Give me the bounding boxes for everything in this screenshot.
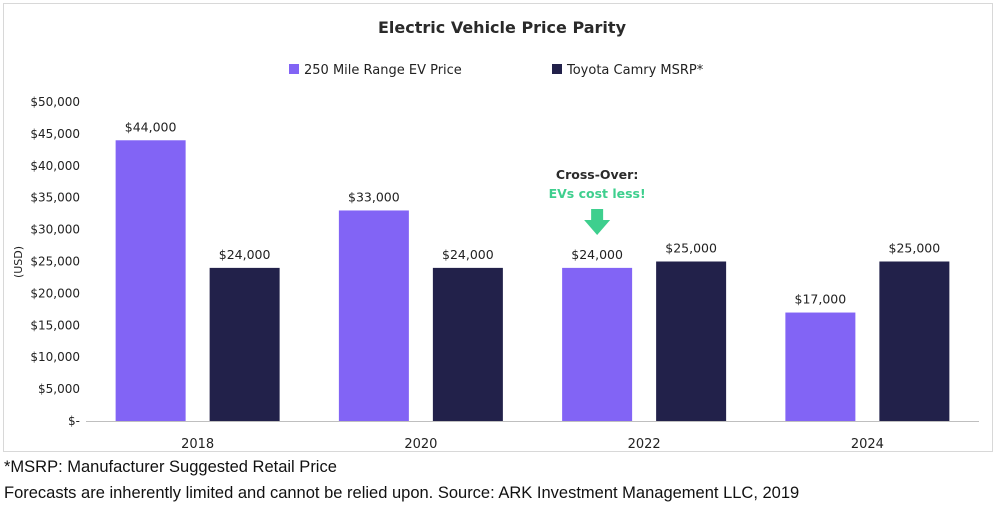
bar-ev-2018 [115,140,186,421]
data-label: $24,000 [571,247,623,262]
bar-camry-2018 [209,267,280,421]
y-tick-label: $25,000 [30,255,80,269]
legend-label-2: Toyota Camry MSRP* [566,63,704,78]
y-axis-label: (USD) [12,246,25,278]
source-footnote: Forecasts are inherently limited and can… [4,484,800,502]
data-label: $25,000 [665,241,717,256]
data-label: $24,000 [442,247,494,262]
y-tick-label: $20,000 [30,286,80,300]
legend-swatch-2 [552,64,562,74]
y-tick-label: $5,000 [38,382,80,396]
y-tick-label: $40,000 [30,159,80,173]
data-label: $25,000 [889,241,941,256]
x-tick-label: 2018 [181,437,214,452]
bar-ev-2022 [562,267,633,421]
x-tick-label: 2024 [851,437,884,452]
data-label: $33,000 [348,189,400,204]
y-tick-label: $10,000 [30,350,80,364]
y-tick-label: $50,000 [30,95,80,109]
y-tick-label: $- [68,414,80,428]
annotation-title: Cross-Over: [556,167,638,182]
x-tick-label: 2020 [404,437,437,452]
bar-camry-2022 [656,261,727,421]
x-tick-label: 2022 [628,437,661,452]
bar-chart: Electric Vehicle Price Parity 250 Mile Ra… [12,18,979,452]
data-label: $17,000 [795,292,847,307]
y-tick-label: $30,000 [30,223,80,237]
data-label: $44,000 [125,119,177,134]
annotation-subtitle: EVs cost less! [549,186,646,201]
y-tick-label: $15,000 [30,318,80,332]
bar-camry-2024 [879,261,950,421]
data-label: $24,000 [219,247,271,262]
bar-ev-2024 [785,312,856,421]
bar-camry-2020 [432,267,503,421]
bar-ev-2020 [338,210,409,421]
chart-frame: Electric Vehicle Price Parity 250 Mile Ra… [3,3,993,452]
legend-label-1: 250 Mile Range EV Price [304,63,462,78]
y-tick-label: $45,000 [30,127,80,141]
legend-swatch-1 [289,64,299,74]
msrp-footnote: *MSRP: Manufacturer Suggested Retail Pri… [4,458,337,476]
y-tick-label: $35,000 [30,191,80,205]
down-arrow-icon [584,209,611,235]
chart-title: Electric Vehicle Price Parity [378,18,627,37]
